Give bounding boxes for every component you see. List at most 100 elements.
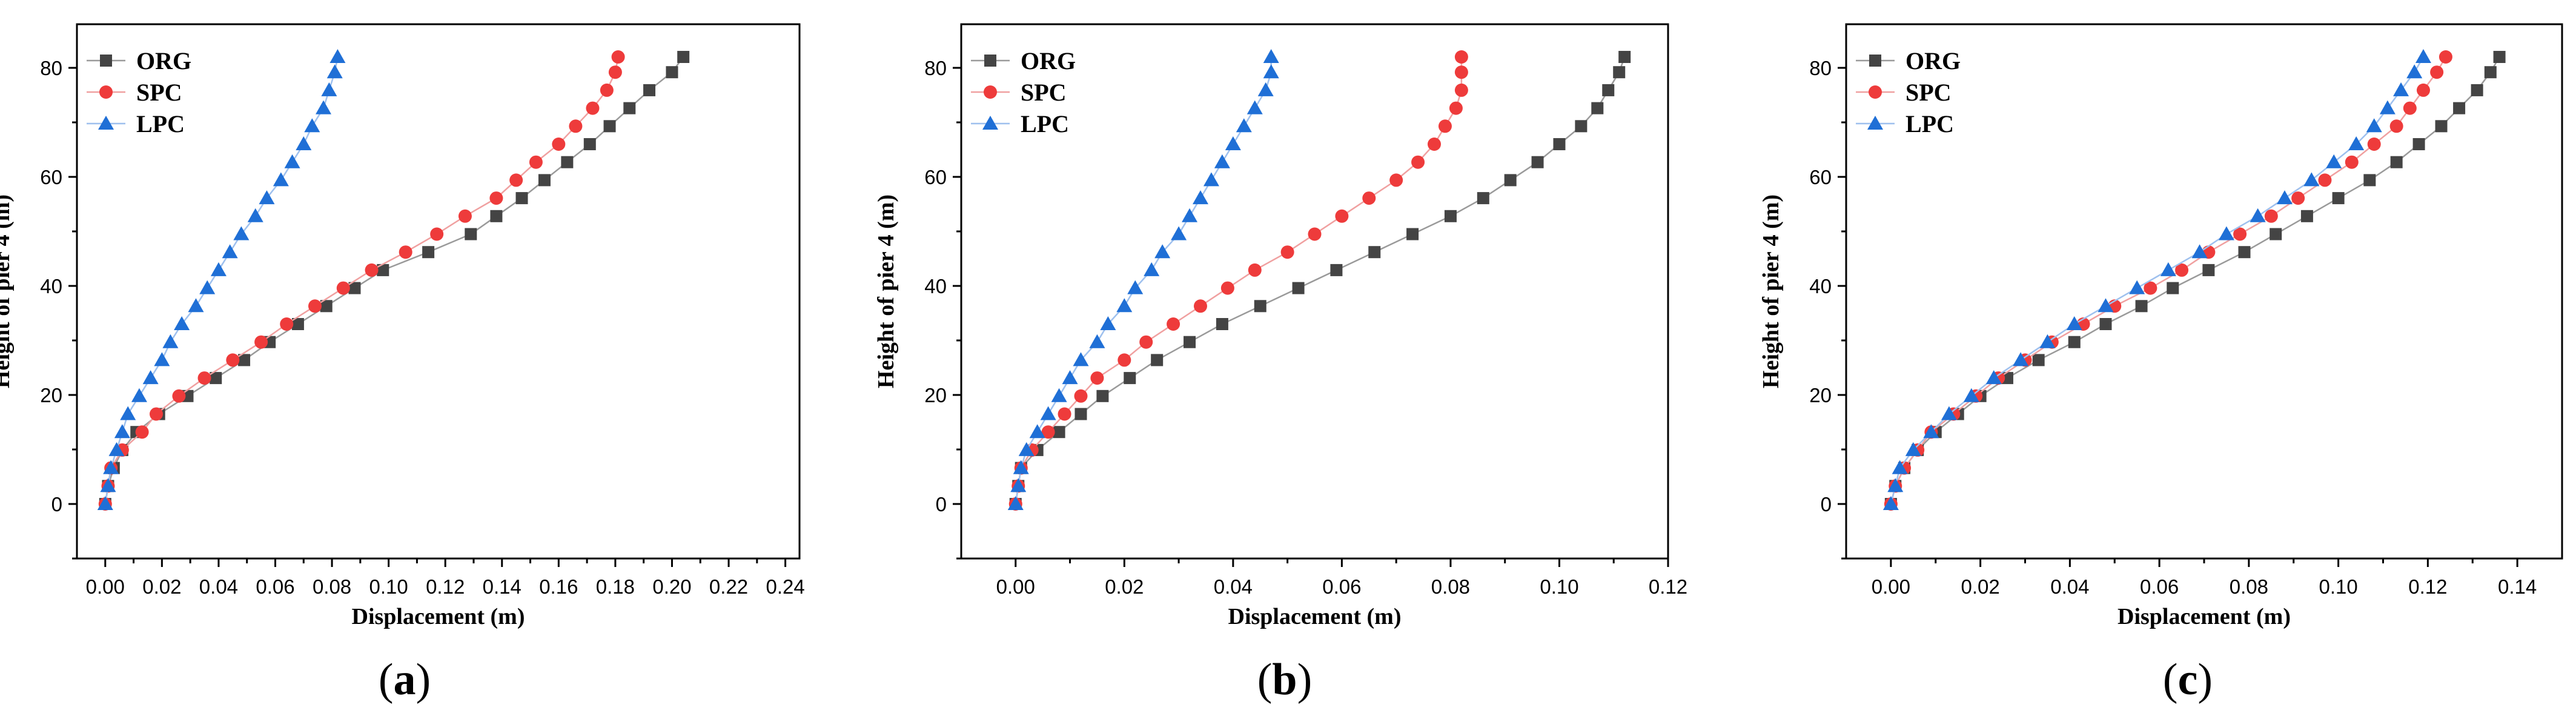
data-point-spc (2403, 101, 2417, 115)
data-point-lpc (1263, 49, 1279, 63)
data-point-lpc (1171, 226, 1187, 240)
data-point-spc (1335, 209, 1349, 223)
data-point-lpc (2129, 280, 2145, 294)
data-point-org (1444, 210, 1457, 222)
data-point-spc (2144, 281, 2157, 295)
data-point-spc (430, 227, 444, 241)
legend-marker-org (1869, 55, 1881, 67)
legend: ORG SPC LPC (1856, 47, 1961, 138)
data-point-org (515, 192, 528, 205)
data-point-spc (1454, 83, 1468, 97)
data-point-org (210, 372, 222, 385)
data-point-spc (2439, 50, 2452, 64)
data-point-spc (365, 263, 379, 277)
data-point-lpc (1116, 298, 1133, 313)
data-point-spc (611, 50, 625, 64)
data-point-spc (489, 191, 503, 205)
series-line-spc (1890, 56, 2447, 505)
data-point-spc (2367, 138, 2381, 151)
data-point-lpc (188, 298, 204, 313)
y-tick-label: 80 (40, 57, 62, 79)
legend-label-org: ORG (1906, 47, 1961, 75)
plot-frame (960, 23, 1669, 560)
data-point-spc (1454, 50, 1468, 64)
legend-marker-spc (1869, 85, 1882, 99)
data-point-lpc (1203, 172, 1219, 187)
x-axis-label: Displacement (m) (1228, 604, 1402, 629)
data-point-lpc (1051, 388, 1067, 402)
data-point-org (320, 300, 333, 313)
panel-label: (b) (1257, 655, 1312, 704)
y-tick-label: 40 (924, 275, 947, 297)
legend-marker-lpc (98, 116, 114, 130)
data-point-org (2363, 174, 2376, 187)
y-tick-label: 80 (924, 57, 947, 79)
data-point-org (1504, 174, 1517, 187)
data-point-lpc (233, 226, 250, 240)
panel-label: (a) (379, 655, 431, 704)
data-point-spc (2389, 119, 2403, 133)
data-point-lpc (108, 442, 125, 456)
data-point-lpc (210, 262, 227, 276)
data-point-org (1074, 408, 1087, 420)
y-tick-label: 80 (1809, 57, 1832, 79)
x-tick-label: 0.00 (86, 575, 125, 598)
x-axis-label: Displacement (m) (352, 604, 525, 629)
data-point-spc (2318, 173, 2332, 187)
data-point-lpc (1892, 460, 1908, 474)
data-point-lpc (247, 208, 263, 222)
x-tick-label: 0.14 (2498, 575, 2537, 598)
data-point-lpc (2191, 244, 2208, 259)
data-point-org (377, 264, 389, 276)
data-point-lpc (2348, 136, 2365, 150)
x-tick-label: 0.00 (1872, 575, 1910, 598)
y-tick-label: 60 (1809, 166, 1832, 188)
data-point-lpc (1010, 478, 1027, 492)
data-point-spc (172, 389, 186, 403)
data-point-spc (1058, 407, 1071, 421)
data-point-spc (1117, 353, 1131, 367)
data-point-lpc (199, 280, 216, 294)
data-point-lpc (259, 190, 275, 205)
x-tick-label: 0.18 (596, 575, 635, 598)
data-point-lpc (2326, 154, 2342, 168)
data-point-org (1096, 389, 1109, 402)
x-tick-label: 0.08 (2230, 575, 2268, 598)
data-point-lpc (2415, 49, 2431, 63)
x-tick-label: 0.10 (2319, 575, 2358, 598)
data-point-spc (135, 425, 149, 439)
data-point-org (666, 66, 678, 79)
data-point-spc (458, 209, 472, 223)
data-point-org (2270, 228, 2282, 240)
legend-marker-lpc (1867, 116, 1883, 130)
x-tick-label: 0.04 (1214, 575, 1253, 598)
data-point-org (1053, 426, 1065, 439)
legend-label-spc: SPC (1021, 79, 1067, 106)
series-line-org (1890, 56, 2500, 505)
data-point-lpc (2379, 100, 2396, 114)
data-point-org (1613, 66, 1626, 79)
series-line-org (104, 56, 684, 505)
data-point-lpc (1062, 370, 1078, 385)
y-tick-label: 20 (1809, 384, 1832, 406)
data-point-spc (1411, 155, 1425, 169)
data-point-org (465, 228, 477, 240)
data-point-spc (1167, 317, 1180, 331)
data-point-spc (608, 65, 622, 79)
data-point-org (1575, 120, 1588, 133)
data-point-lpc (1154, 244, 1171, 259)
data-point-spc (2233, 227, 2247, 241)
data-point-spc (399, 245, 412, 259)
data-point-org (348, 282, 361, 294)
data-point-lpc (174, 316, 190, 330)
data-point-lpc (1073, 352, 1089, 366)
x-tick-label: 0.22 (709, 575, 748, 598)
data-point-lpc (120, 406, 136, 420)
data-point-org (643, 84, 656, 96)
data-point-lpc (2098, 298, 2114, 313)
data-point-spc (254, 335, 268, 349)
data-point-org (2135, 300, 2148, 313)
legend-marker-org (984, 55, 996, 67)
legend-label-lpc: LPC (1906, 110, 1954, 138)
x-tick-label: 0.10 (1540, 575, 1578, 598)
